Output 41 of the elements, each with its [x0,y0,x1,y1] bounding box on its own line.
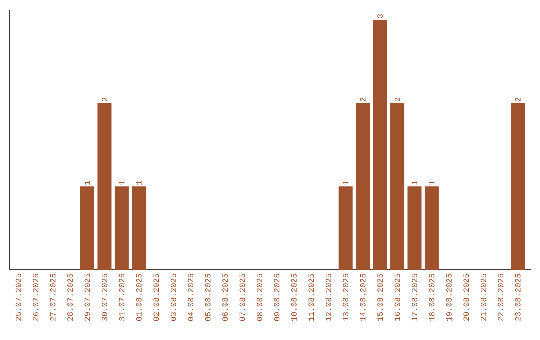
x-tick-label: 13.08.2025 [343,274,349,321]
x-tick-label: 20.08.2025 [464,274,470,321]
data-label: 2 [394,98,400,102]
data-label: 2 [360,98,366,102]
x-tick-label: 18.08.2025 [429,274,435,321]
data-label: 1 [136,181,142,185]
x-tick-label: 23.08.2025 [515,274,521,321]
x-tick-label: 16.08.2025 [394,274,400,321]
x-tick-label: 11.08.2025 [308,274,314,321]
x-tick-label: 15.08.2025 [378,274,384,321]
x-tick-label: 05.08.2025 [205,274,211,322]
x-tick-label: 14.08.2025 [360,274,366,321]
data-label: 3 [378,14,384,18]
data-label: 1 [119,181,125,185]
x-tick-label: 07.08.2025 [240,274,246,322]
x-tick-label: 17.08.2025 [412,274,418,321]
x-tick-label: 12.08.2025 [326,274,332,321]
data-label: 2 [102,98,108,102]
x-tick-label: 26.07.2025 [33,274,39,321]
data-label: 2 [515,98,521,102]
x-tick-label: 03.08.2025 [170,274,176,322]
data-label: 1 [84,181,90,185]
x-tick-label: 01.08.2025 [136,274,142,322]
x-tick-label: 21.08.2025 [480,274,486,321]
data-label: 1 [429,181,435,185]
x-tick-label: 28.07.2025 [68,274,73,321]
x-tick-label: 02.08.2025 [154,274,160,322]
x-tick-label: 19.08.2025 [446,274,452,321]
x-tick-label: 22.08.2025 [498,274,504,321]
x-tick-label: 09.08.2025 [274,274,280,322]
x-tick-label: 25.07.2025 [16,274,22,321]
x-tick-label: 06.08.2025 [222,274,228,322]
x-tick-label: 30.07.2025 [102,274,108,322]
x-tick-label: 08.08.2025 [257,274,262,322]
x-tick-label: 10.08.2025 [291,274,297,321]
x-tick-label: 04.08.2025 [188,274,194,322]
x-tick-label: 27.07.2025 [50,274,56,321]
data-label: 1 [412,181,418,185]
x-tick-label: 31.07.2025 [119,274,125,322]
x-tick-label: 29.07.2025 [84,274,90,321]
data-label: 1 [343,181,348,185]
